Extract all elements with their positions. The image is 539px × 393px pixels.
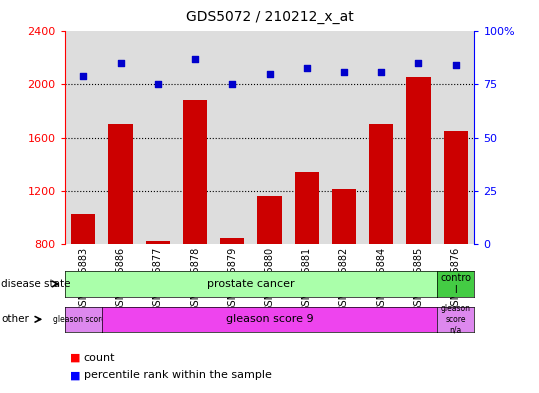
Bar xyxy=(183,100,207,244)
Text: ■: ■ xyxy=(70,370,80,380)
Bar xyxy=(146,241,170,244)
Bar xyxy=(332,189,356,244)
Text: disease state: disease state xyxy=(1,279,71,289)
Text: gleason
score
n/a: gleason score n/a xyxy=(441,305,471,334)
Bar xyxy=(295,172,319,244)
Point xyxy=(154,81,162,88)
Text: ■: ■ xyxy=(70,353,80,363)
Text: gleason score 8: gleason score 8 xyxy=(53,315,113,324)
Text: GDS5072 / 210212_x_at: GDS5072 / 210212_x_at xyxy=(185,10,354,24)
Bar xyxy=(444,131,468,244)
Bar xyxy=(369,124,393,244)
Point xyxy=(228,81,237,88)
Point xyxy=(451,62,460,68)
Point xyxy=(414,60,423,66)
Bar xyxy=(108,124,133,244)
Text: prostate cancer: prostate cancer xyxy=(207,279,295,289)
Point xyxy=(265,71,274,77)
Bar xyxy=(220,238,244,244)
Text: contro
l: contro l xyxy=(440,273,471,295)
Bar xyxy=(406,77,431,244)
Point xyxy=(79,73,88,79)
Bar xyxy=(258,196,281,244)
Text: other: other xyxy=(1,314,29,324)
Point xyxy=(191,56,199,62)
Bar xyxy=(71,215,95,244)
Text: count: count xyxy=(84,353,115,363)
Text: gleason score 9: gleason score 9 xyxy=(226,314,313,324)
Point xyxy=(302,64,311,71)
Text: percentile rank within the sample: percentile rank within the sample xyxy=(84,370,272,380)
Point xyxy=(340,69,348,75)
Point xyxy=(116,60,125,66)
Point xyxy=(377,69,385,75)
